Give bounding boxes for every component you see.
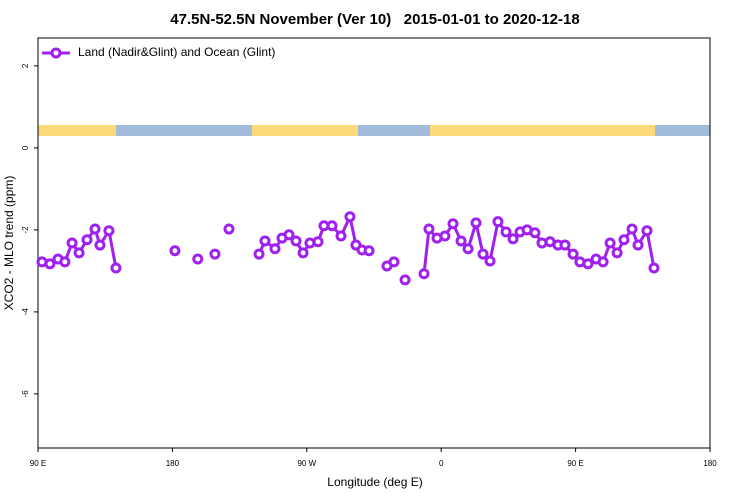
data-point (363, 245, 375, 257)
data-point (470, 217, 482, 229)
land-ocean-strip (38, 125, 710, 136)
data-point (312, 236, 324, 248)
data-point (169, 245, 181, 257)
data-point (447, 218, 459, 230)
data-point (611, 247, 623, 259)
data-point (103, 225, 115, 237)
land-band (252, 125, 358, 136)
plot-frame (37, 37, 711, 449)
legend-label: Land (Nadir&Glint) and Ocean (Glint) (78, 45, 275, 59)
data-point (59, 256, 71, 268)
data-point (641, 225, 653, 237)
data-point (626, 223, 638, 235)
land-band (430, 125, 655, 136)
data-point (582, 258, 594, 270)
data-point (290, 235, 302, 247)
data-point (462, 243, 474, 255)
y-tick-label: 2 (21, 63, 30, 68)
data-point (388, 256, 400, 268)
x-tick-label: 180 (703, 459, 717, 468)
x-tick-label: 90 E (567, 459, 583, 468)
y-tick-label: -4 (21, 308, 30, 316)
data-point (73, 247, 85, 259)
y-tick-label: -6 (21, 390, 30, 398)
data-point (439, 230, 451, 242)
legend-marker (50, 47, 62, 59)
data-point (484, 255, 496, 267)
data-point (253, 248, 265, 260)
x-tick-label: 90 E (30, 459, 46, 468)
data-point (269, 243, 281, 255)
data-point (335, 230, 347, 242)
data-point (567, 248, 579, 260)
y-tick-label: 0 (21, 145, 30, 150)
x-axis-label: Longitude (deg E) (327, 475, 422, 489)
data-point (597, 256, 609, 268)
data-point (259, 235, 271, 247)
data-point (44, 258, 56, 270)
data-point (632, 239, 644, 251)
data-point (423, 223, 435, 235)
data-point (66, 237, 78, 249)
data-point (344, 211, 356, 223)
data-point (283, 229, 295, 241)
y-tick-label: -2 (21, 226, 30, 234)
x-tick-label: 90 W (297, 459, 316, 468)
data-point (192, 253, 204, 265)
data-point (529, 227, 541, 239)
land-band (38, 125, 116, 136)
ocean-band (38, 125, 710, 136)
data-point (326, 220, 338, 232)
data-point (507, 233, 519, 245)
data-point (500, 226, 512, 238)
data-point (477, 248, 489, 260)
data-point (110, 262, 122, 274)
data-point (89, 223, 101, 235)
data-point (418, 268, 430, 280)
x-tick-label: 180 (166, 459, 180, 468)
chart-title: 47.5N-52.5N November (Ver 10) 2015-01-01… (170, 11, 579, 28)
data-point (209, 248, 221, 260)
data-point (399, 274, 411, 286)
data-point (223, 223, 235, 235)
data-point (559, 239, 571, 251)
data-point (455, 235, 467, 247)
data-point (604, 237, 616, 249)
data-point (618, 234, 630, 246)
data-point (492, 216, 504, 228)
data-point (648, 262, 660, 274)
data-point (81, 234, 93, 246)
data-point (94, 239, 106, 251)
data-point (297, 247, 309, 259)
y-axis-label: XCO2 - MLO trend (ppm) (2, 176, 16, 311)
x-tick-label: 0 (439, 459, 444, 468)
